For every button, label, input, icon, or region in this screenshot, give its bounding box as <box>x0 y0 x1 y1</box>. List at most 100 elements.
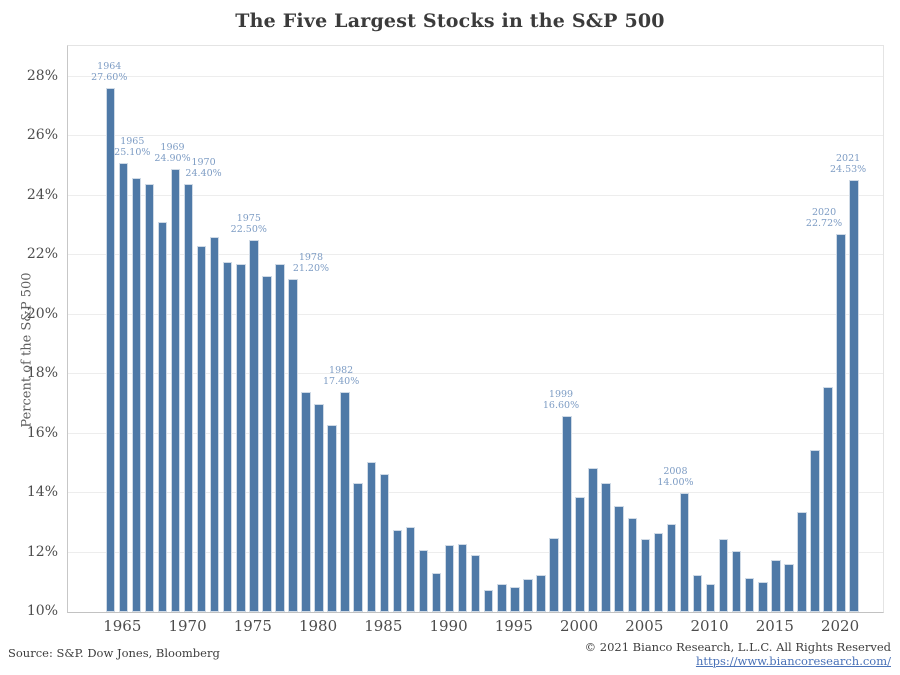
y-tick-label: 28% <box>26 67 58 84</box>
annotation-value: 24.53% <box>829 163 867 175</box>
annotation-year: 2008 <box>663 466 688 477</box>
x-tick-label: 1985 <box>364 617 403 635</box>
x-tick-label: 1975 <box>233 617 272 635</box>
bar-1995 <box>510 586 520 612</box>
bar-1979 <box>301 391 311 612</box>
x-tick-label: 2020 <box>820 617 860 635</box>
x-tick-label: 2005 <box>625 617 664 635</box>
gridline <box>68 373 883 374</box>
gridline <box>68 492 883 493</box>
annotation-year: 1964 <box>97 61 122 73</box>
bar-1997 <box>536 574 546 612</box>
bar-1998 <box>549 537 559 612</box>
bar-1984 <box>366 461 376 612</box>
bar-2019 <box>823 387 833 612</box>
bar-1981 <box>327 424 337 612</box>
x-tick-label: 2000 <box>559 617 599 635</box>
bar-1969 <box>170 168 181 612</box>
plot-area <box>67 45 884 613</box>
y-tick-label: 26% <box>26 127 58 143</box>
bar-2012 <box>731 551 742 612</box>
bar-2020 <box>836 233 846 612</box>
bar-1986 <box>392 530 403 612</box>
bar-2007 <box>666 524 677 612</box>
bar-2018 <box>810 449 820 612</box>
bar-2001 <box>588 467 598 612</box>
bar-1971 <box>196 246 207 612</box>
annotation-year: 1975 <box>236 213 261 225</box>
chart-title: The Five Largest Stocks in the S&P 500 <box>235 10 665 32</box>
bar-1965 <box>118 162 129 612</box>
bar-1967 <box>144 183 155 612</box>
bar-annotation-1999: 1999 16.60% <box>524 389 598 411</box>
annotation-year: 2021 <box>836 152 861 164</box>
x-tick-label: 1980 <box>298 617 338 635</box>
annotation-year: 1970 <box>191 156 216 168</box>
bar-1972 <box>209 237 220 612</box>
bar-1987 <box>405 527 416 612</box>
annotation-year: 2020 <box>811 206 837 218</box>
annotation-year: 1999 <box>548 388 574 400</box>
x-tick-label: 2015 <box>755 617 794 635</box>
y-tick-label: 20% <box>26 305 58 322</box>
y-tick-label: 24% <box>26 186 58 203</box>
x-tick-label: 1990 <box>429 617 468 635</box>
bar-1999 <box>562 415 572 612</box>
bar-annotation-1975: 1975 22.50% <box>212 213 286 235</box>
bar-1994 <box>497 583 507 612</box>
website-link[interactable]: https://www.biancoresearch.com/ <box>695 654 891 668</box>
annotation-value: 24.90% <box>154 152 191 164</box>
annotation-value: 22.50% <box>230 224 267 236</box>
annotation-value: 16.60% <box>542 399 580 411</box>
y-tick-label: 18% <box>26 365 58 381</box>
copyright-note: © 2021 Bianco Research, L.L.C. All Right… <box>584 640 891 654</box>
bar-1964 <box>105 88 115 612</box>
y-tick-label: 16% <box>26 424 58 441</box>
bar-2005 <box>640 539 651 612</box>
y-tick-label: 10% <box>26 603 58 619</box>
gridline <box>68 432 883 434</box>
bar-2006 <box>653 533 664 612</box>
annotation-year: 1965 <box>120 135 145 147</box>
y-tick-label: 12% <box>26 543 58 560</box>
bar-2017 <box>797 512 807 612</box>
bar-1966 <box>131 177 142 612</box>
gridline <box>68 551 883 553</box>
bar-annotation-1964: 1964 27.60% <box>72 61 146 83</box>
bar-annotation-1982: 1982 17.40% <box>304 365 378 387</box>
bar-annotation-1969: 1969 24.90% <box>136 142 210 164</box>
annotation-value: 22.72% <box>805 217 843 229</box>
source-note: Source: S&P. Dow Jones, Bloomberg <box>8 646 220 660</box>
bar-2021 <box>849 179 859 612</box>
bar-1970 <box>183 183 194 612</box>
x-tick-label: 1970 <box>168 617 207 635</box>
bar-2016 <box>784 564 794 612</box>
bar-1976 <box>262 275 272 612</box>
gridline <box>68 194 883 196</box>
annotation-year: 1969 <box>160 141 185 153</box>
x-tick-label: 1965 <box>103 617 142 635</box>
y-tick-label: 22% <box>26 246 58 262</box>
bar-2009 <box>692 574 703 612</box>
gridline <box>68 75 883 77</box>
y-tick-label: 14% <box>26 484 58 500</box>
bar-1996 <box>523 579 533 612</box>
bar-2010 <box>705 583 716 612</box>
bar-annotation-2008: 2008 14.00% <box>638 466 712 488</box>
bar-2013 <box>744 577 755 612</box>
annotation-value: 17.40% <box>323 375 360 387</box>
bar-annotation-1965: 1965 25.10% <box>95 136 169 158</box>
bar-1975 <box>249 240 259 612</box>
bar-1988 <box>418 549 429 612</box>
bar-1993 <box>483 589 494 612</box>
annotation-value: 27.60% <box>91 72 128 84</box>
y-axis-title: Percent of the S&P 500 <box>19 272 35 428</box>
bar-annotation-1970: 1970 24.40% <box>167 157 241 179</box>
bar-1992 <box>470 555 481 612</box>
annotation-year: 1982 <box>329 364 354 376</box>
bar-annotation-2021: 2021 24.53% <box>811 153 885 175</box>
bar-2000 <box>575 497 585 612</box>
gridline <box>68 135 883 136</box>
annotation-value: 24.40% <box>185 167 222 179</box>
